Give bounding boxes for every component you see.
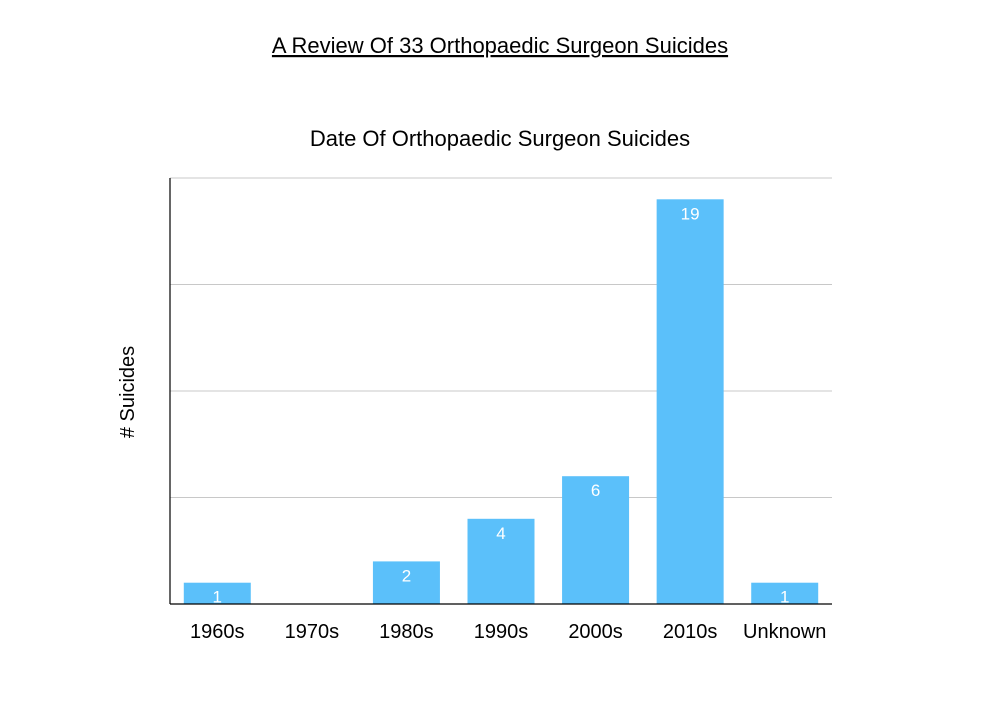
x-tick-1990s: 1990s: [474, 621, 529, 643]
chart-title: Date Of Orthopaedic Surgeon Suicides: [310, 126, 690, 151]
data-label-1960s: 1: [213, 588, 222, 607]
bar-2000s: [562, 476, 630, 604]
gridlines: [170, 177, 832, 498]
data-label-2010s: 19: [681, 204, 700, 223]
bar-1990s: [467, 518, 535, 604]
data-label-unknown: 1: [780, 588, 789, 607]
x-tick-labels: 1960s 1970s 1980s 1990s 2000s 2010s Unknown: [190, 621, 826, 643]
bars: [183, 199, 819, 605]
x-tick-2010s: 2010s: [663, 621, 718, 643]
x-tick-1960s: 1960s: [190, 621, 245, 643]
x-tick-2000s: 2000s: [568, 621, 623, 643]
x-tick-1980s: 1980s: [379, 621, 434, 643]
data-label-1990s: 4: [496, 524, 505, 543]
y-axis-label: # Suicides: [117, 346, 139, 438]
bar-2010s: [656, 199, 724, 605]
data-label-2000s: 6: [591, 481, 600, 500]
data-labels: 1 2 4 6 19 1: [213, 204, 790, 606]
x-tick-unknown: Unknown: [743, 621, 826, 643]
bar-1980s: [372, 561, 440, 604]
bar-1960s: [183, 582, 251, 604]
data-label-1980s: 2: [402, 566, 411, 585]
page-title: A Review Of 33 Orthopaedic Surgeon Suici…: [272, 33, 728, 58]
x-tick-1970s: 1970s: [285, 621, 340, 643]
bar-unknown: [751, 582, 819, 604]
